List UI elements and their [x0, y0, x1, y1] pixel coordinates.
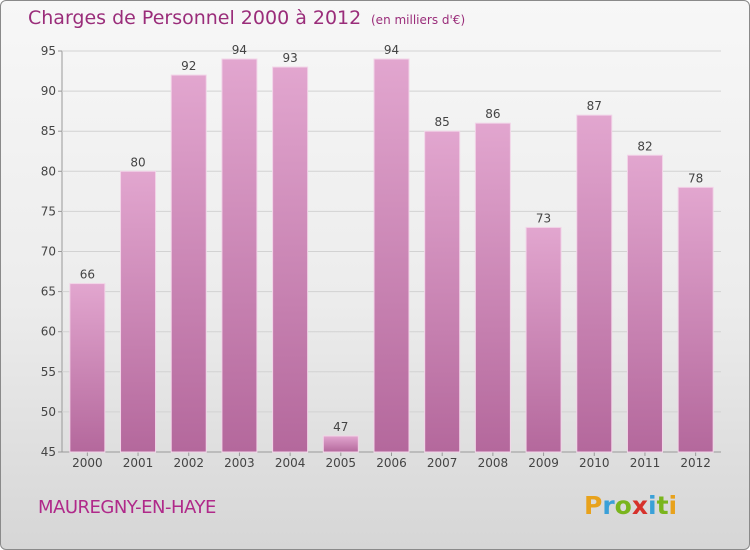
x-tick-label: 2000	[72, 456, 103, 470]
y-tick-label: 50	[41, 405, 56, 419]
chart-title: Charges de Personnel 2000 à 2012	[28, 7, 362, 29]
y-tick-label: 65	[41, 285, 56, 299]
bar	[322, 435, 359, 453]
x-tick-label: 2007	[427, 456, 458, 470]
bar-value-label: 86	[485, 107, 500, 121]
x-tick-label: 2003	[224, 456, 255, 470]
bar-value-label: 47	[333, 420, 348, 434]
bar	[221, 58, 258, 453]
y-tick-label: 90	[41, 84, 56, 98]
x-tick-label: 2012	[680, 456, 711, 470]
logo-letter: t	[656, 491, 669, 520]
y-tick-label: 80	[41, 164, 56, 178]
bar	[373, 58, 410, 453]
y-tick-label: 95	[41, 44, 56, 58]
bar	[525, 226, 562, 453]
logo-letter: x	[631, 491, 648, 520]
y-tick-label: 60	[41, 325, 56, 339]
y-tick-label: 55	[41, 365, 56, 379]
x-tick-label: 2009	[528, 456, 559, 470]
logo-letter: P	[584, 491, 603, 520]
bar-value-label: 94	[232, 43, 247, 57]
town-name: MAUREGNY-EN-HAYE	[38, 497, 216, 518]
logo-letter: r	[602, 491, 615, 520]
labels: 45 50 55 60 65 70 75 80 85 90 95 66 2000 80 2001 92 2002…	[41, 43, 711, 470]
bar-value-label: 85	[435, 115, 450, 129]
logo-letter: i	[668, 491, 678, 520]
bar-value-label: 94	[384, 43, 399, 57]
x-tick-label: 2004	[275, 456, 306, 470]
bar-value-label: 78	[688, 171, 703, 185]
bar-value-label: 80	[130, 155, 145, 169]
bar	[576, 114, 613, 453]
bar	[677, 186, 714, 453]
x-tick-label: 2005	[326, 456, 357, 470]
logo-letter: o	[614, 491, 632, 520]
x-tick-label: 2010	[579, 456, 610, 470]
bar	[474, 122, 511, 453]
bars	[69, 58, 714, 453]
x-tick-label: 2002	[173, 456, 204, 470]
x-tick-label: 2008	[478, 456, 509, 470]
y-tick-label: 75	[41, 204, 56, 218]
x-tick-label: 2011	[630, 456, 661, 470]
bar	[69, 283, 106, 453]
bar	[626, 154, 663, 453]
bar	[170, 74, 207, 453]
y-tick-label: 45	[41, 445, 56, 459]
y-tick-label: 85	[41, 124, 56, 138]
y-tick-label: 70	[41, 245, 56, 259]
logo-letter: i	[648, 491, 657, 520]
bar-value-label: 92	[181, 59, 196, 73]
proxiti-logo: Proxiti	[584, 491, 677, 520]
bar	[424, 130, 461, 453]
bar-value-label: 93	[282, 51, 297, 65]
bar	[272, 66, 309, 453]
bar-value-label: 87	[587, 99, 602, 113]
bar-value-label: 66	[80, 268, 95, 282]
bar-value-label: 82	[637, 139, 652, 153]
bar-value-label: 73	[536, 211, 551, 225]
x-tick-label: 2001	[123, 456, 154, 470]
x-tick-label: 2006	[376, 456, 407, 470]
bar	[120, 170, 157, 453]
chart-subtitle: (en milliers d'€)	[371, 13, 466, 27]
